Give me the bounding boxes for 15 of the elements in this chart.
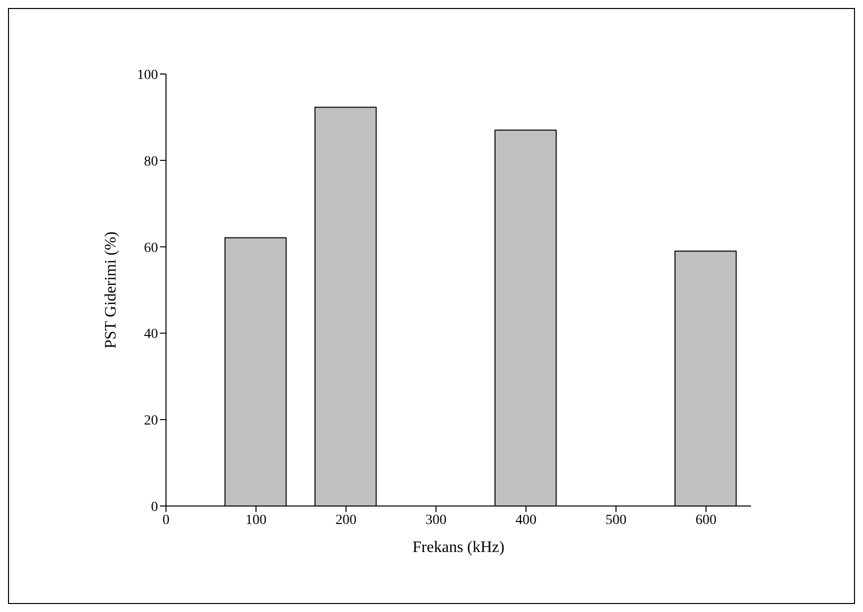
x-tick-label: 500: [606, 512, 626, 528]
x-tick-label: 100: [246, 512, 266, 528]
y-tick-label: 60: [144, 240, 158, 256]
y-tick-label: 100: [137, 68, 158, 83]
x-axis-title: Frekans (kHz): [412, 539, 504, 556]
y-axis-title: PST Giderimi (%): [102, 231, 120, 349]
x-tick-label: 400: [516, 512, 536, 528]
x-tick-label: 200: [336, 512, 356, 528]
y-tick-label: 0: [151, 500, 158, 515]
y-tick-label: 20: [144, 414, 158, 429]
y-tick-label: 80: [144, 154, 158, 170]
y-tick-label: 40: [144, 327, 158, 342]
x-tick-label: 0: [162, 512, 170, 528]
x-tick-label: 300: [426, 512, 446, 528]
x-tick-label: 600: [696, 512, 716, 528]
